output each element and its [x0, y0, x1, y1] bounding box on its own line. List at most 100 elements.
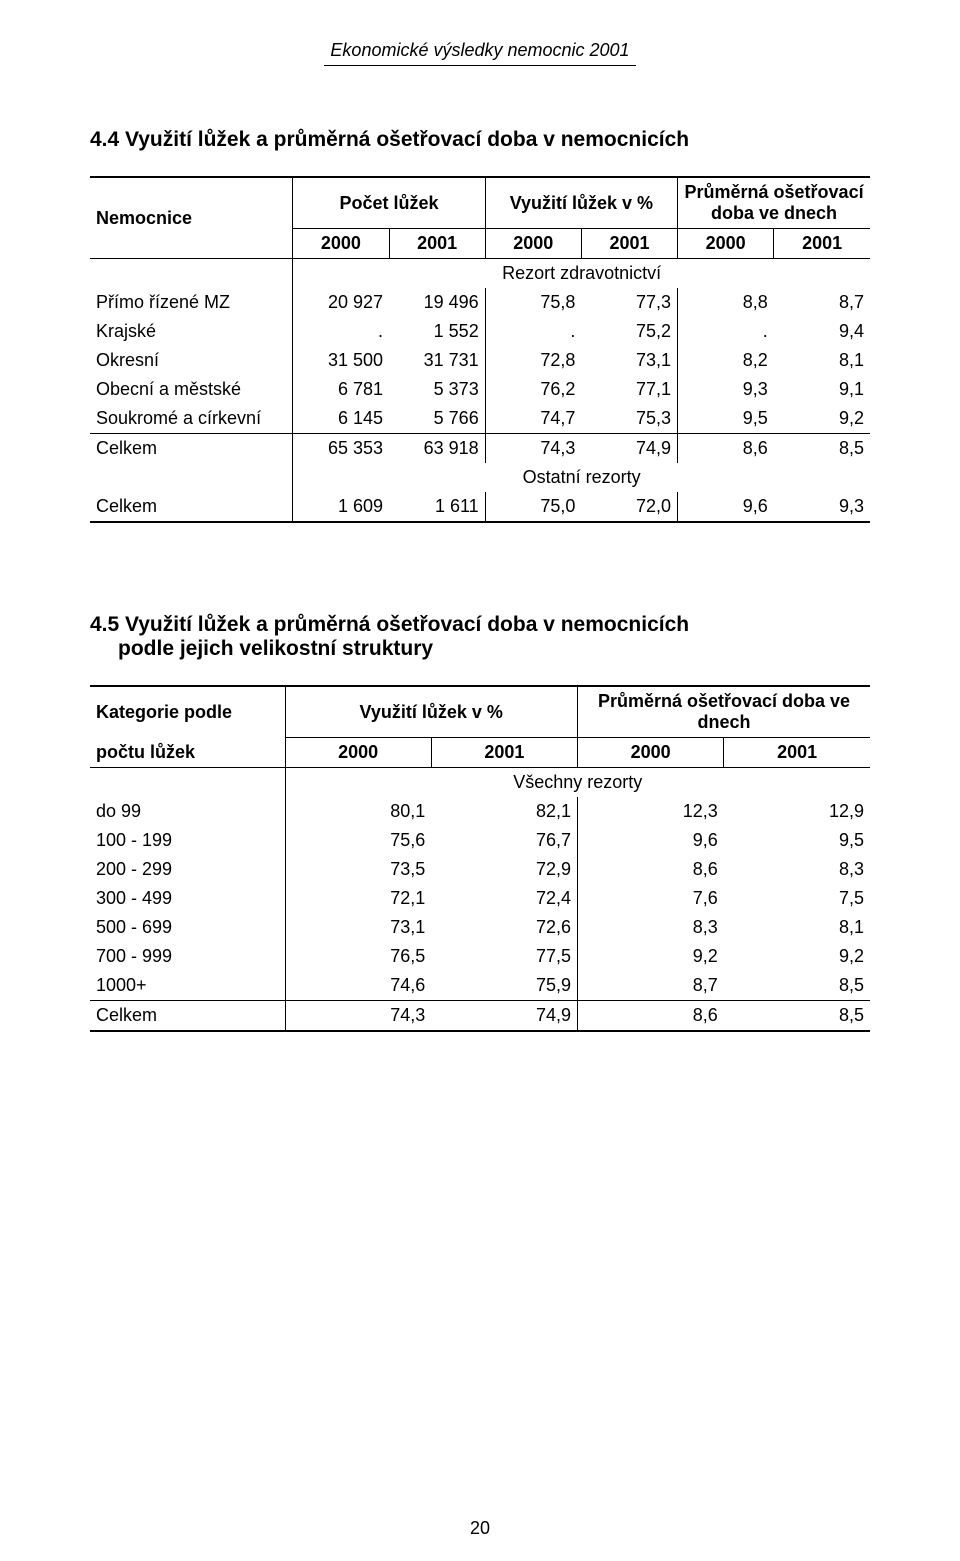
t2-r1-label: 100 - 199	[90, 826, 285, 855]
t2-total: Celkem 74,3 74,9 8,6 8,5	[90, 1001, 870, 1032]
t2-y-1: 2001	[431, 738, 577, 768]
t1-r0-v4: 8,8	[678, 288, 774, 317]
t2-grp-vyuziti: Využití lůžek v %	[285, 686, 578, 738]
t1-r3-label: Obecní a městské	[90, 375, 293, 404]
t1-banner-2-text: Ostatní rezorty	[293, 463, 870, 492]
t1-r0-label: Přímo řízené MZ	[90, 288, 293, 317]
t1-r2-v2: 72,8	[485, 346, 581, 375]
t2-r0-v2: 12,3	[578, 797, 724, 826]
t1-total2-v3: 72,0	[581, 492, 677, 522]
t2-r2-v1: 72,9	[431, 855, 577, 884]
t1-r2-v5: 8,1	[774, 346, 870, 375]
t1-grp-vyuziti: Využití lůžek v %	[485, 177, 677, 229]
t1-banner-1-text: Rezort zdravotnictví	[293, 259, 870, 289]
t2-r6-v0: 74,6	[285, 971, 431, 1001]
t1-total-2: Celkem 1 609 1 611 75,0 72,0 9,6 9,3	[90, 492, 870, 522]
t1-r1-v3: 75,2	[581, 317, 677, 346]
table-row: 100 - 199 75,6 76,7 9,6 9,5	[90, 826, 870, 855]
t1-total2-v4: 9,6	[678, 492, 774, 522]
t2-r1-v1: 76,7	[431, 826, 577, 855]
t2-r6-v1: 75,9	[431, 971, 577, 1001]
t1-r4-v1: 5 766	[389, 404, 485, 434]
t1-r0-v3: 77,3	[581, 288, 677, 317]
t2-r2-v3: 8,3	[724, 855, 870, 884]
t2-r3-v1: 72,4	[431, 884, 577, 913]
table-row: 300 - 499 72,1 72,4 7,6 7,5	[90, 884, 870, 913]
t2-r6-v2: 8,7	[578, 971, 724, 1001]
t1-r3-v5: 9,1	[774, 375, 870, 404]
t1-total2-v1: 1 611	[389, 492, 485, 522]
t2-r2-v0: 73,5	[285, 855, 431, 884]
t2-r0-v1: 82,1	[431, 797, 577, 826]
table-row: 700 - 999 76,5 77,5 9,2 9,2	[90, 942, 870, 971]
t2-r3-v2: 7,6	[578, 884, 724, 913]
t2-r4-v0: 73,1	[285, 913, 431, 942]
t1-banner-2: Ostatní rezorty	[90, 463, 870, 492]
t2-banner: Všechny rezorty	[90, 768, 870, 798]
t1-r0-v1: 19 496	[389, 288, 485, 317]
t1-r4-v5: 9,2	[774, 404, 870, 434]
t2-r6-label: 1000+	[90, 971, 285, 1001]
t1-r0-v2: 75,8	[485, 288, 581, 317]
t2-total-label: Celkem	[90, 1001, 285, 1032]
t1-r4-v2: 74,7	[485, 404, 581, 434]
t2-banner-text: Všechny rezorty	[285, 768, 870, 798]
t2-total-v1: 74,9	[431, 1001, 577, 1032]
table-row: Okresní 31 500 31 731 72,8 73,1 8,2 8,1	[90, 346, 870, 375]
t1-grp-doba: Průměrná ošetřovací doba ve dnech	[678, 177, 870, 229]
t2-r4-v3: 8,1	[724, 913, 870, 942]
section-4-4-title: 4.4 Využití lůžek a průměrná ošetřovací …	[90, 128, 870, 152]
t1-r3-v2: 76,2	[485, 375, 581, 404]
t1-r4-v3: 75,3	[581, 404, 677, 434]
table-row: Soukromé a církevní 6 145 5 766 74,7 75,…	[90, 404, 870, 434]
t2-total-v0: 74,3	[285, 1001, 431, 1032]
t1-r1-v4: .	[678, 317, 774, 346]
t1-r2-v4: 8,2	[678, 346, 774, 375]
t1-y-3: 2001	[581, 229, 677, 259]
t1-r3-v0: 6 781	[293, 375, 389, 404]
t1-total1-v0: 65 353	[293, 434, 389, 464]
t1-r2-v3: 73,1	[581, 346, 677, 375]
t2-r0-v0: 80,1	[285, 797, 431, 826]
t1-r1-v2: .	[485, 317, 581, 346]
table-row: 1000+ 74,6 75,9 8,7 8,5	[90, 971, 870, 1001]
t1-total2-label: Celkem	[90, 492, 293, 522]
t1-y-1: 2001	[389, 229, 485, 259]
t1-grp-pocet: Počet lůžek	[293, 177, 485, 229]
document-header-text: Ekonomické výsledky nemocnic 2001	[324, 40, 635, 66]
t2-r5-v2: 9,2	[578, 942, 724, 971]
t1-r0-v0: 20 927	[293, 288, 389, 317]
t1-total2-v5: 9,3	[774, 492, 870, 522]
t1-banner-1: Rezort zdravotnictví	[90, 259, 870, 289]
t2-r5-label: 700 - 999	[90, 942, 285, 971]
t2-y-3: 2001	[724, 738, 870, 768]
t2-r4-v1: 72,6	[431, 913, 577, 942]
t1-total-1: Celkem 65 353 63 918 74,3 74,9 8,6 8,5	[90, 434, 870, 464]
t2-r3-v3: 7,5	[724, 884, 870, 913]
t1-r3-v4: 9,3	[678, 375, 774, 404]
t2-r1-v3: 9,5	[724, 826, 870, 855]
t2-r2-v2: 8,6	[578, 855, 724, 884]
t1-total1-v2: 74,3	[485, 434, 581, 464]
section-4-5-title-l1: 4.5 Využití lůžek a průměrná ošetřovací …	[90, 613, 689, 636]
t1-r3-v1: 5 373	[389, 375, 485, 404]
t1-y-4: 2000	[678, 229, 774, 259]
table-row: Přímo řízené MZ 20 927 19 496 75,8 77,3 …	[90, 288, 870, 317]
t2-rowhead-1: Kategorie podle	[90, 686, 285, 738]
t1-rowhead: Nemocnice	[90, 177, 293, 259]
t2-rowhead-2: počtu lůžek	[90, 738, 285, 768]
section-4-5-title: 4.5 Využití lůžek a průměrná ošetřovací …	[90, 613, 870, 661]
t1-total2-v2: 75,0	[485, 492, 581, 522]
section-4-5-title-l2: podle jejich velikostní struktury	[90, 637, 870, 661]
t1-r0-v5: 8,7	[774, 288, 870, 317]
t2-r3-label: 300 - 499	[90, 884, 285, 913]
t1-y-2: 2000	[485, 229, 581, 259]
t1-total1-label: Celkem	[90, 434, 293, 464]
t2-r4-v2: 8,3	[578, 913, 724, 942]
table-row: 200 - 299 73,5 72,9 8,6 8,3	[90, 855, 870, 884]
t2-r1-v0: 75,6	[285, 826, 431, 855]
t1-total1-v4: 8,6	[678, 434, 774, 464]
t1-y-5: 2001	[774, 229, 870, 259]
t2-r5-v0: 76,5	[285, 942, 431, 971]
t2-y-0: 2000	[285, 738, 431, 768]
